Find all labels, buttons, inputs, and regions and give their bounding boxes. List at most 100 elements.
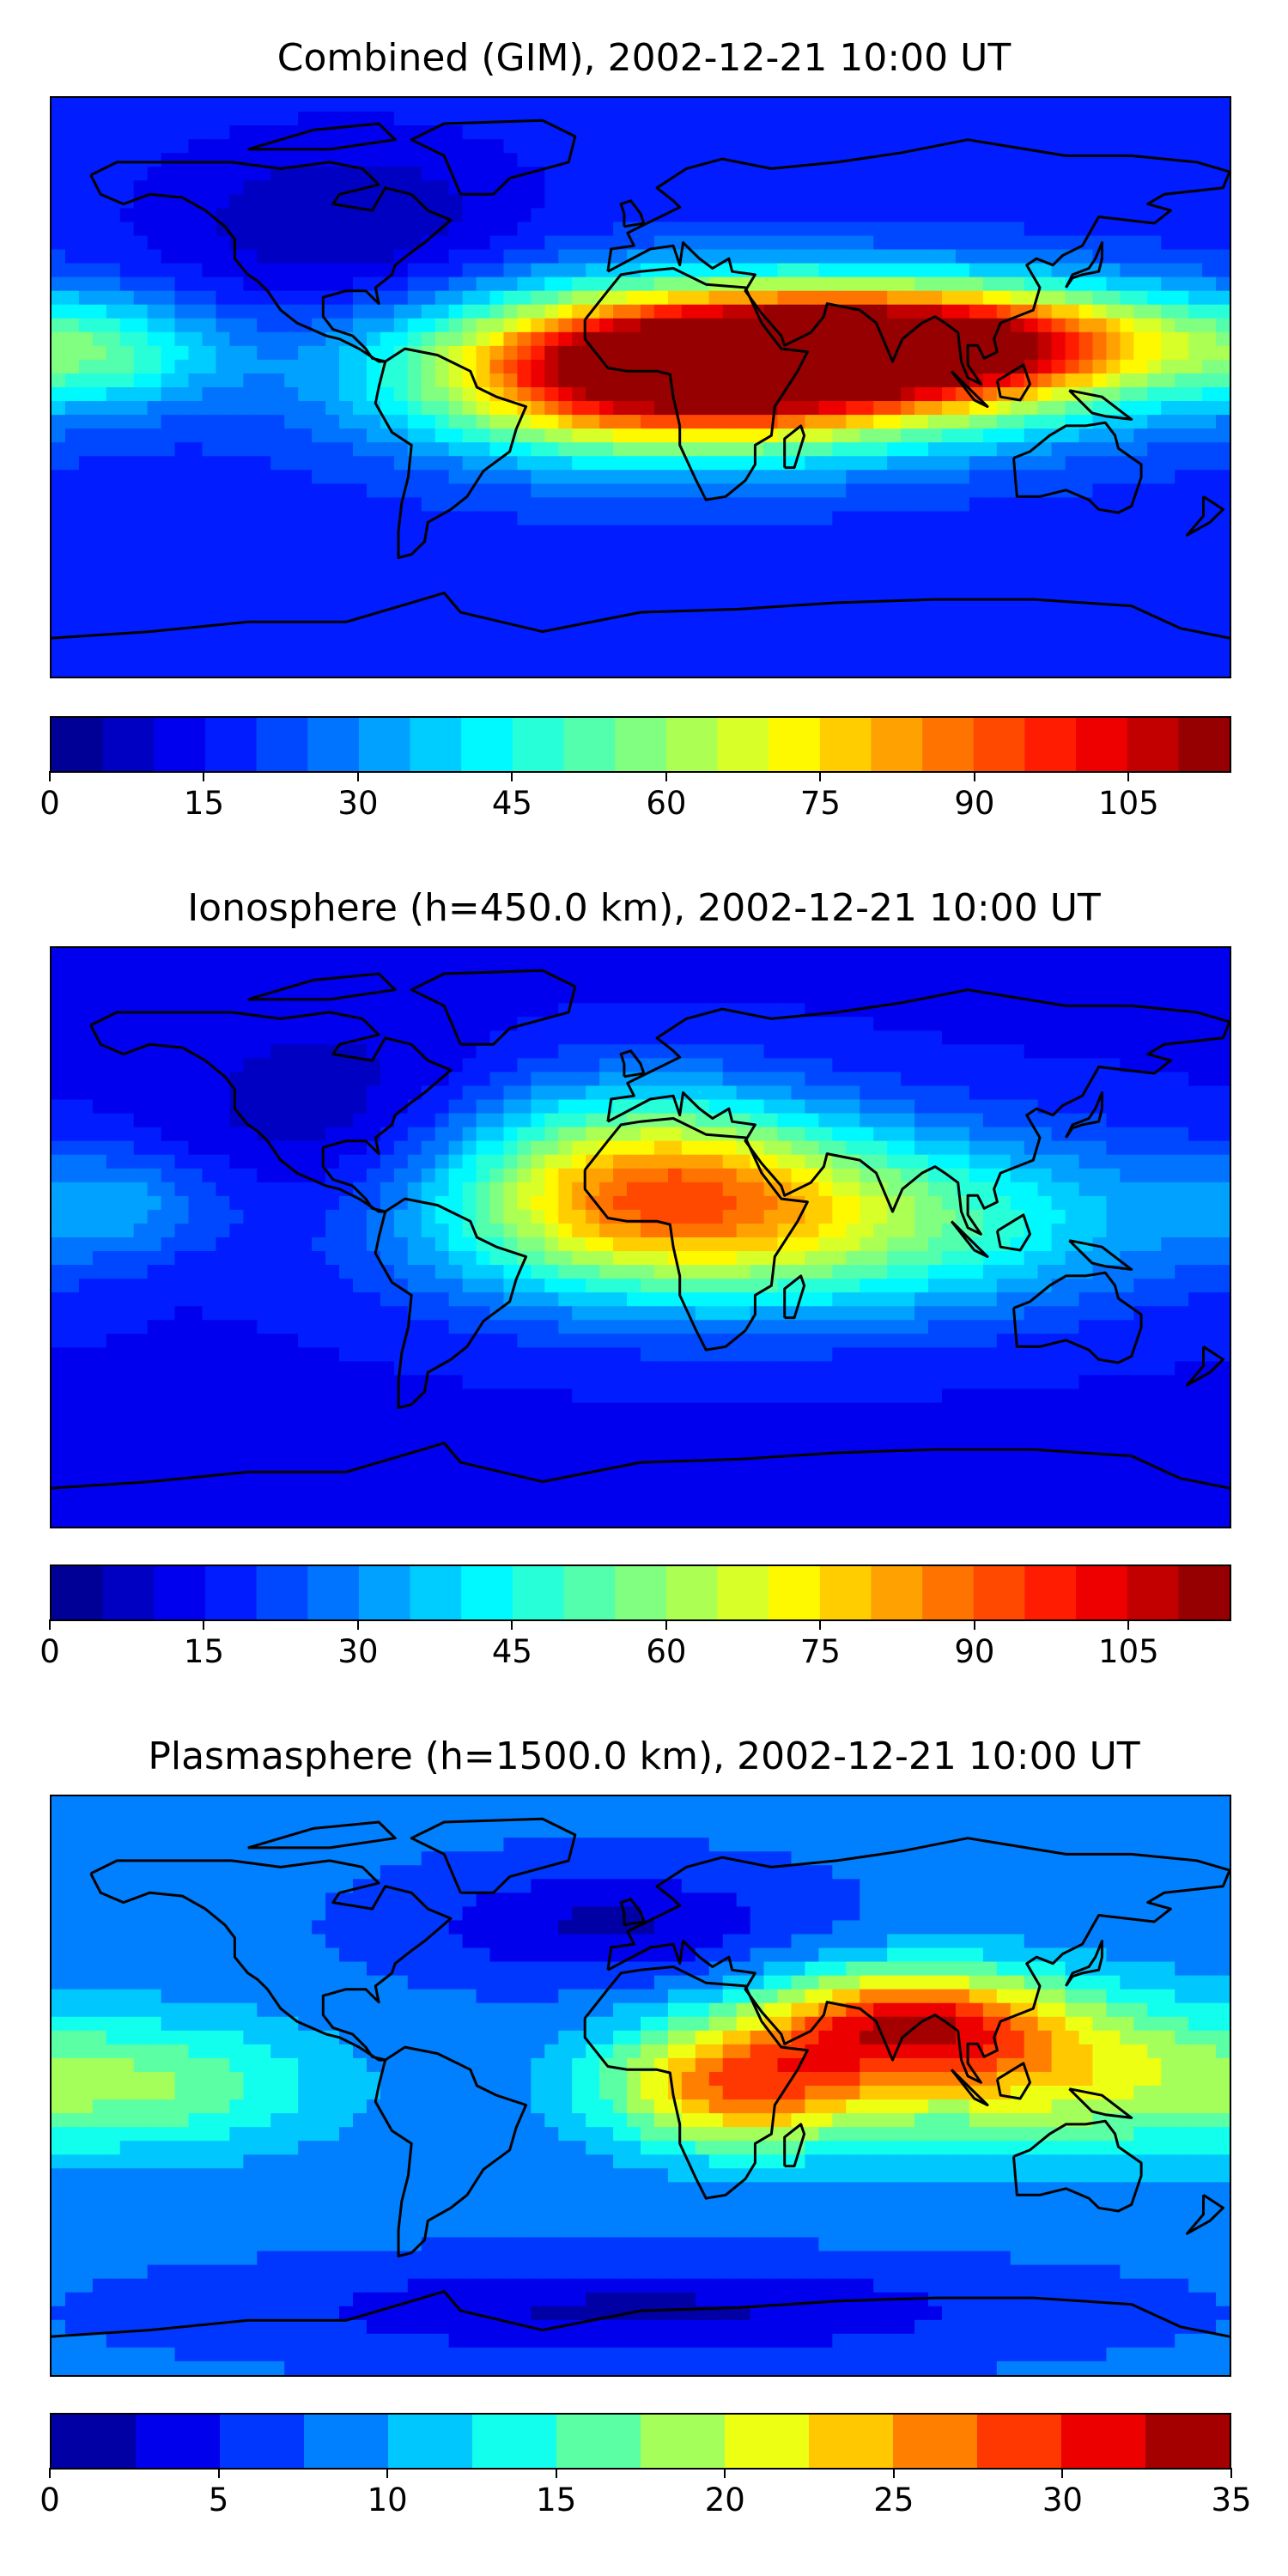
field-cell xyxy=(805,1140,819,1156)
field-cell xyxy=(78,1044,94,1059)
field-cell xyxy=(531,1099,545,1115)
field-cell xyxy=(257,525,271,540)
field-cell xyxy=(586,975,600,990)
field-cell xyxy=(147,290,162,306)
field-cell xyxy=(1092,1044,1108,1059)
field-cell xyxy=(681,194,696,209)
field-cell xyxy=(366,538,381,554)
field-cell xyxy=(1051,139,1066,154)
field-cell xyxy=(1216,607,1230,623)
field-cell xyxy=(448,345,464,361)
field-cell xyxy=(1202,1058,1217,1073)
field-cell xyxy=(1175,607,1189,623)
field-cell xyxy=(1051,276,1066,292)
field-cell xyxy=(64,648,80,664)
field-cell xyxy=(695,222,710,237)
field-cell xyxy=(119,428,135,443)
field-cell xyxy=(996,580,1012,595)
field-cell xyxy=(1188,304,1203,319)
field-cell xyxy=(352,456,368,471)
field-cell xyxy=(763,180,779,195)
field-cell xyxy=(996,304,1012,319)
field-cell xyxy=(641,401,655,416)
field-cell xyxy=(92,635,107,650)
field-cell xyxy=(325,304,340,319)
field-cell xyxy=(667,525,683,540)
field-cell xyxy=(339,1017,354,1031)
field-cell xyxy=(860,208,874,223)
field-cell xyxy=(202,948,217,963)
field-cell xyxy=(52,290,66,306)
field-cell xyxy=(791,235,806,251)
field-cell xyxy=(1120,318,1134,333)
field-cell xyxy=(1065,662,1080,677)
field-cell xyxy=(106,387,121,402)
field-cell xyxy=(832,538,847,554)
field-cell xyxy=(243,1127,258,1142)
field-cell xyxy=(161,235,176,251)
field-cell xyxy=(503,962,519,976)
field-cell xyxy=(1120,139,1134,154)
field-cell xyxy=(613,662,628,677)
field-cell xyxy=(1188,648,1203,664)
field-cell xyxy=(667,112,683,126)
field-cell xyxy=(681,345,696,361)
field-cell xyxy=(188,511,204,526)
field-cell xyxy=(708,290,724,306)
field-cell xyxy=(955,290,970,306)
field-cell xyxy=(1051,635,1066,650)
field-cell xyxy=(339,1127,354,1142)
field-cell xyxy=(352,373,368,388)
field-cell xyxy=(763,222,779,237)
field-cell xyxy=(1147,538,1162,554)
field-cell xyxy=(448,194,464,209)
field-cell xyxy=(914,1072,929,1087)
field-cell xyxy=(791,125,806,140)
field-cell xyxy=(147,511,162,526)
field-cell xyxy=(613,125,628,140)
field-cell xyxy=(78,98,94,112)
field-cell xyxy=(421,566,436,581)
field-cell xyxy=(1078,180,1094,195)
field-cell xyxy=(982,593,998,609)
field-cell xyxy=(147,483,162,498)
field-cell xyxy=(284,194,299,209)
field-cell xyxy=(572,962,586,976)
field-cell xyxy=(147,235,162,251)
field-cell xyxy=(722,208,738,223)
field-cell xyxy=(928,538,943,554)
field-cell xyxy=(448,948,464,963)
field-cell xyxy=(928,331,943,347)
field-cell xyxy=(1147,662,1162,677)
field-cell xyxy=(846,208,860,223)
field-cell xyxy=(681,1140,696,1156)
field-cell xyxy=(791,1058,806,1073)
field-cell xyxy=(216,456,230,471)
field-cell xyxy=(599,318,614,333)
field-cell xyxy=(531,290,545,306)
field-cell xyxy=(119,359,135,374)
field-cell xyxy=(914,125,929,140)
field-cell xyxy=(572,290,586,306)
field-cell xyxy=(887,975,902,990)
field-cell xyxy=(996,112,1012,126)
field-cell xyxy=(1202,593,1217,609)
field-cell xyxy=(613,552,628,568)
field-cell xyxy=(1065,1030,1080,1045)
field-cell xyxy=(421,1099,436,1115)
field-cell xyxy=(1216,483,1230,498)
field-cell xyxy=(695,359,710,374)
field-cell xyxy=(503,235,519,251)
field-cell xyxy=(1188,208,1203,223)
field-cell xyxy=(503,989,519,1004)
field-cell xyxy=(1133,276,1148,292)
field-cell xyxy=(1024,483,1039,498)
field-cell xyxy=(407,1140,422,1156)
field-cell xyxy=(174,552,190,568)
field-cell xyxy=(202,222,217,237)
field-cell xyxy=(901,373,915,388)
field-cell xyxy=(627,1030,641,1045)
field-cell xyxy=(1133,580,1148,595)
field-cell xyxy=(1175,1072,1189,1087)
field-cell xyxy=(434,304,450,319)
